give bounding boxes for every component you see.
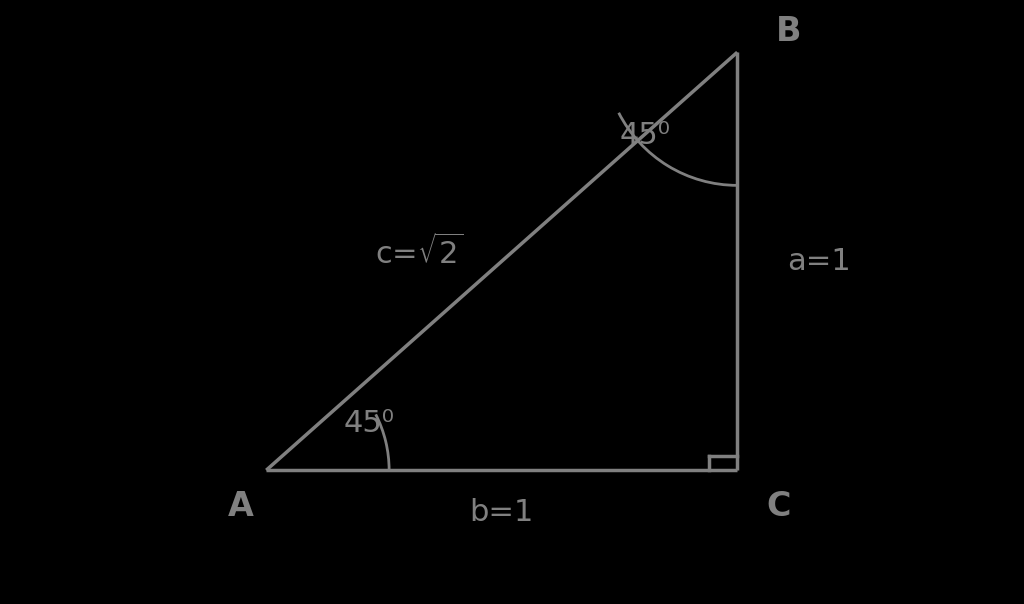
Text: C: C — [766, 490, 791, 523]
Text: 45⁰: 45⁰ — [620, 121, 671, 150]
Text: B: B — [776, 15, 801, 48]
Text: b=1: b=1 — [470, 498, 534, 527]
Text: An isosceles right triangle ABC with the labeled sides: An isosceles right triangle ABC with the… — [189, 549, 938, 577]
Text: A: A — [227, 490, 254, 523]
Text: a=1: a=1 — [787, 246, 851, 276]
Text: c=$\sqrt{2}$: c=$\sqrt{2}$ — [375, 234, 464, 270]
Text: Figure 7-2:: Figure 7-2: — [31, 549, 203, 577]
Text: 45⁰: 45⁰ — [343, 409, 394, 438]
